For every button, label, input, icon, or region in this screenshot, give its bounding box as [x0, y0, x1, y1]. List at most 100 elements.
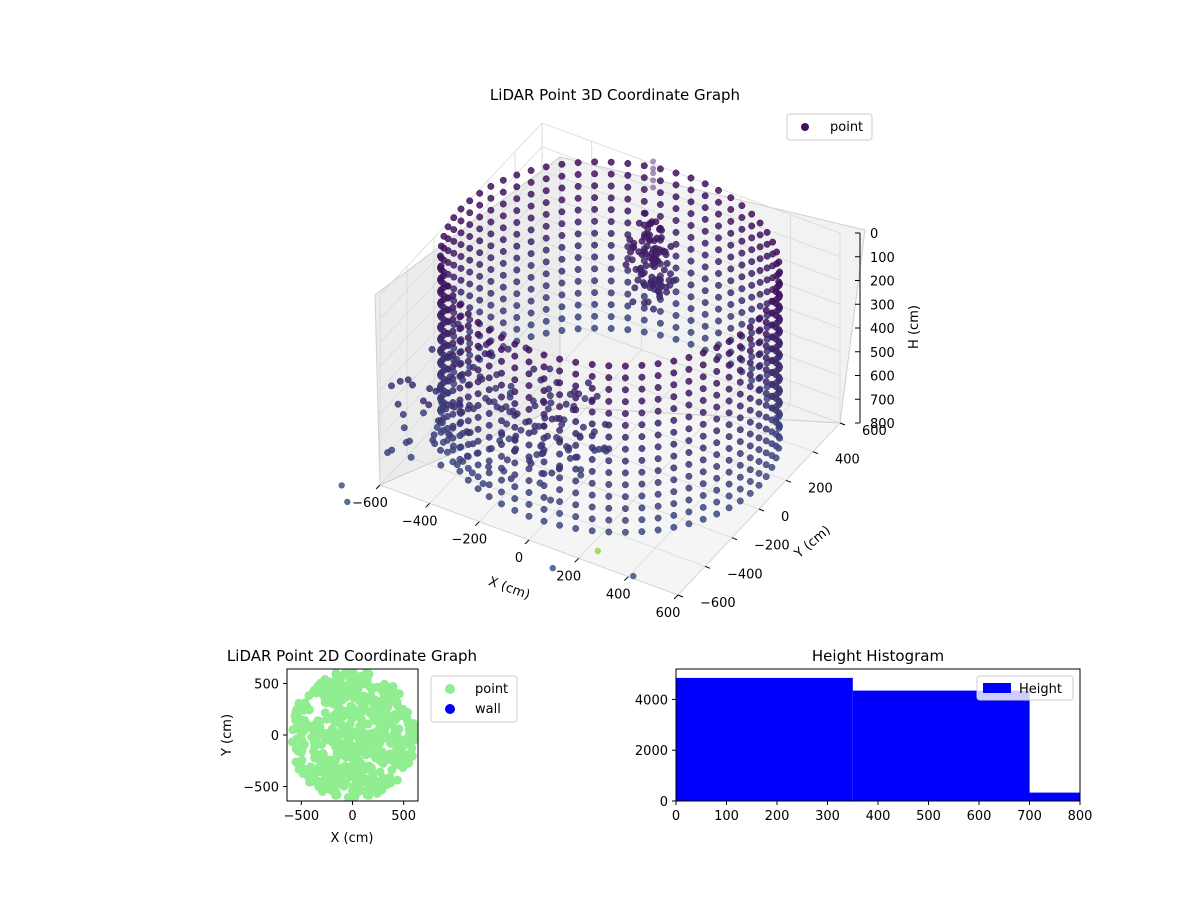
point-2d [317, 767, 327, 777]
point-3d [525, 441, 533, 449]
point-3d [456, 408, 464, 416]
point-3d [588, 527, 596, 535]
point-3d [439, 272, 447, 280]
point-3d [542, 246, 550, 254]
point-3d [699, 361, 707, 369]
point-3d [656, 212, 664, 220]
x-tick-label-3d: 200 [556, 569, 581, 584]
point-3d [644, 298, 652, 306]
chart-2d: LiDAR Point 2D Coordinate Graph −500 0 500… [220, 647, 518, 846]
point-2d [329, 710, 339, 720]
point-3d [476, 225, 484, 233]
point-3d [464, 464, 472, 472]
point-3d [540, 399, 548, 406]
point-3d [540, 494, 548, 501]
point-3d [464, 322, 472, 330]
point-3d [650, 305, 657, 313]
point-2d [320, 759, 330, 769]
point-3d [457, 229, 465, 237]
point-3d [542, 305, 550, 313]
point-3d [456, 337, 464, 345]
point-3d [748, 210, 756, 218]
point-3d [607, 325, 615, 332]
point-3d [572, 513, 580, 521]
point-3d [638, 237, 646, 245]
point-3d [654, 431, 662, 439]
point-3d [713, 439, 721, 447]
point-3d [621, 362, 629, 370]
point-3d [725, 480, 733, 488]
point-3d [464, 452, 472, 460]
point-3d [474, 449, 482, 457]
point-3d [713, 356, 721, 364]
point-3d [699, 385, 707, 393]
point-3d [407, 453, 415, 461]
point-3d [591, 312, 599, 320]
point-3d [591, 182, 599, 190]
x-tick-label-3d: 0 [515, 551, 523, 566]
point-3d [485, 410, 493, 417]
point-3d [725, 397, 733, 405]
point-3d [701, 215, 709, 223]
point-3d [425, 401, 433, 409]
point-3d [511, 423, 519, 431]
point-3d [629, 298, 637, 306]
point-3d [701, 299, 709, 307]
point-3d [687, 269, 695, 277]
point-3d [498, 429, 505, 437]
point-3d [638, 361, 646, 369]
point-3d [588, 456, 596, 463]
point-3d [498, 346, 505, 353]
point-3d [638, 516, 646, 524]
point-3d [437, 262, 445, 270]
point-3d [513, 207, 521, 215]
outlier-point-3d [594, 547, 601, 555]
point-2d [376, 682, 386, 692]
point-3d [591, 217, 599, 225]
point-3d [672, 300, 680, 308]
point-3d [474, 402, 482, 409]
point-3d [640, 162, 648, 170]
point-3d [457, 241, 465, 249]
point-3d [776, 268, 784, 276]
point-3d [621, 469, 629, 477]
point-3d [701, 287, 709, 295]
point-3d [605, 386, 613, 393]
y-tick-label-histogram: 0 [660, 795, 668, 810]
point-3d [558, 160, 566, 168]
point-3d [457, 264, 465, 272]
point-3d [736, 355, 744, 362]
outlier-point-3d [630, 572, 637, 580]
point-2d [392, 775, 402, 785]
point-3d [556, 438, 564, 446]
point-3d [624, 160, 632, 167]
point-3d [542, 294, 550, 302]
y-tick-label-3d: −400 [727, 567, 763, 582]
point-3d [687, 328, 695, 336]
point-3d [556, 379, 564, 387]
point-3d [768, 380, 776, 388]
point-3d [513, 195, 521, 203]
point-3d [621, 516, 629, 524]
point-3d [588, 361, 596, 368]
point-3d [574, 159, 582, 167]
point-3d [748, 293, 756, 301]
point-3d [624, 266, 632, 274]
point-3d [525, 358, 533, 366]
point-3d [687, 281, 695, 289]
point-3d [513, 171, 521, 179]
point-3d [701, 322, 709, 330]
point-3d [670, 452, 678, 460]
point-3d [498, 441, 505, 448]
point-3d [558, 172, 566, 180]
point-2d [371, 695, 381, 705]
point-3d [464, 310, 472, 318]
point-cloud-2d [287, 669, 418, 801]
point-3d [756, 278, 764, 286]
point-3d [485, 338, 493, 346]
point-3d [725, 421, 733, 429]
chart-2d-title: LiDAR Point 2D Coordinate Graph [227, 647, 477, 665]
histogram-ticks: 0 100 200 300 400 500 600 700 800 0 2000 4000 [635, 693, 1093, 824]
point-3d [574, 289, 582, 297]
